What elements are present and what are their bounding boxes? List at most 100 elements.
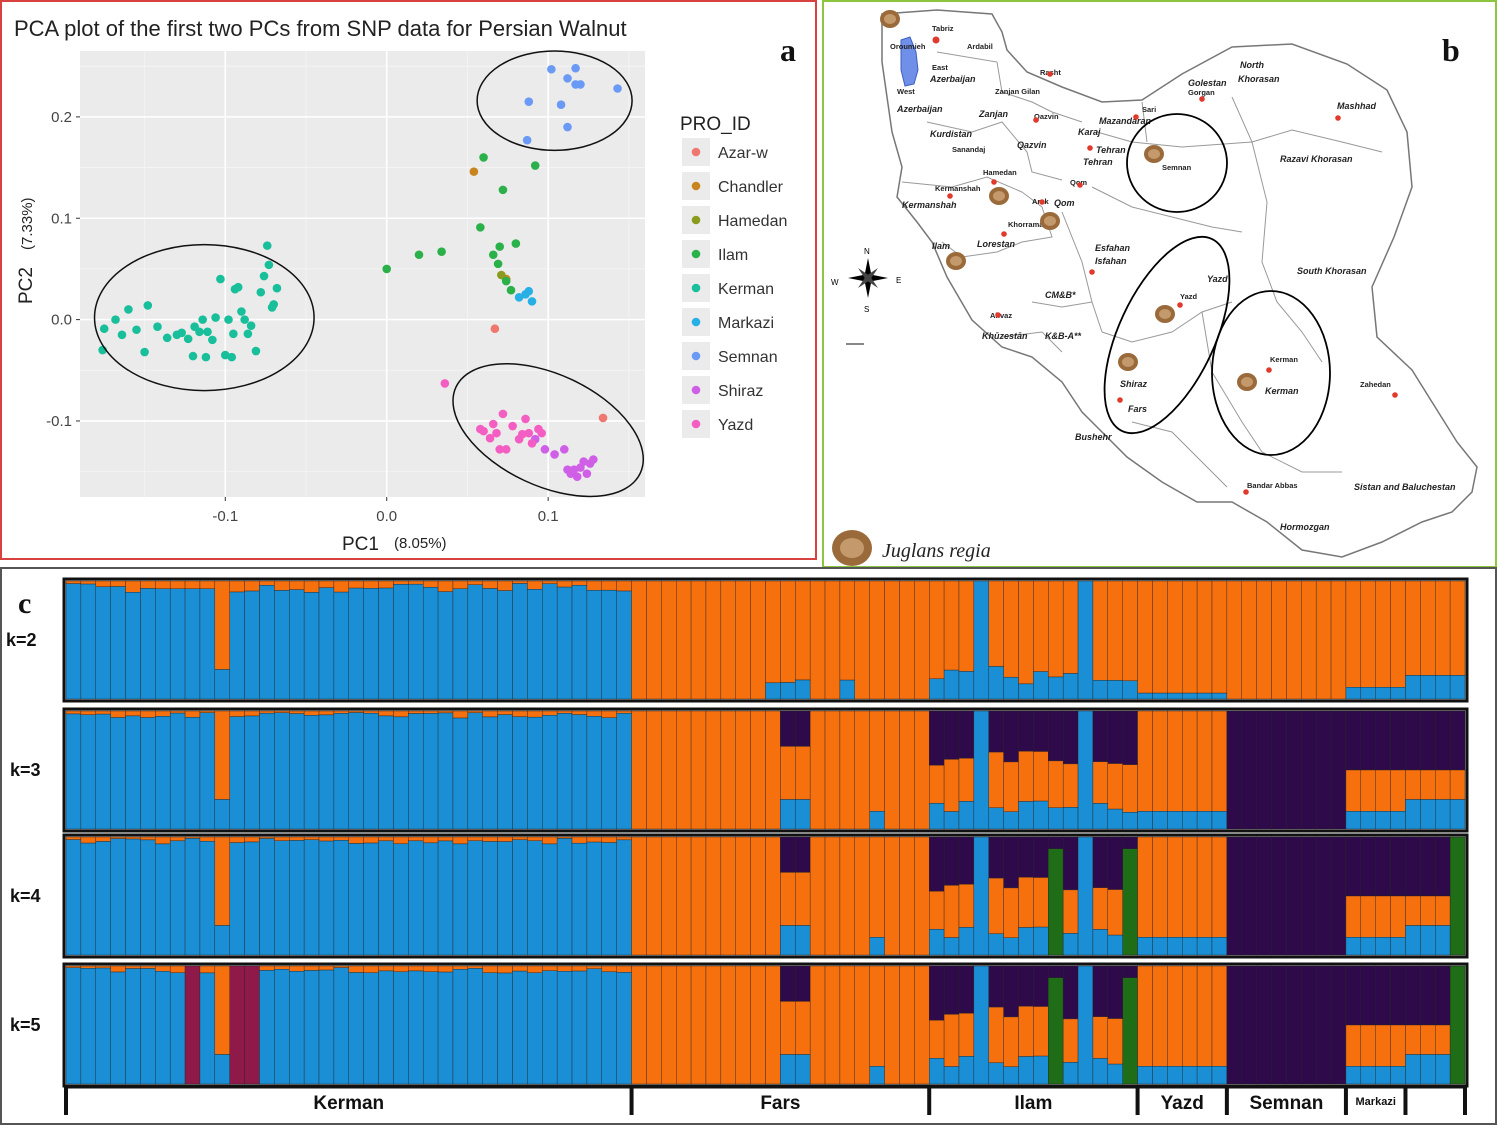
city-dot: [995, 312, 1001, 318]
admixture-bar: [973, 965, 989, 1085]
admixture-bar: [1286, 580, 1302, 700]
legend: Azar-w Chandler Hamedan Ilam Kerman Markazi Se…: [682, 138, 787, 438]
admixture-bar: [140, 968, 156, 1085]
admixture-bar: [1122, 836, 1138, 850]
city-dot: [1117, 397, 1123, 403]
admixture-bar: [765, 965, 781, 1085]
admixture-bar: [765, 682, 781, 700]
admixture-bar: [1271, 710, 1287, 830]
admixture-bar: [1360, 769, 1376, 812]
admixture-bar: [616, 972, 632, 1085]
admixture-bar: [1375, 1024, 1391, 1067]
admixture-bar: [229, 842, 245, 956]
admixture-bar: [571, 970, 588, 1085]
legend-key-semnan: [691, 351, 701, 361]
admixture-bar: [274, 580, 290, 591]
place-label: Golestan: [1188, 78, 1227, 88]
pca-point-semnan: [571, 63, 580, 73]
pca-point-kerman: [243, 329, 253, 339]
admixture-bar: [1062, 933, 1079, 956]
pca-point-yazd: [495, 445, 505, 454]
admixture-bar: [1271, 965, 1287, 1085]
admixture-bar: [556, 580, 573, 588]
admixture-bar: [110, 838, 126, 956]
admixture-bar: [705, 836, 722, 956]
panel-a-pca: PCA plot of the first two PCs from SNP d…: [0, 0, 817, 560]
admixture-bar: [95, 580, 111, 587]
admixture-bar: [125, 715, 141, 830]
admixture-bar: [244, 590, 260, 700]
admixture-bar: [1420, 580, 1436, 676]
admixture-bar: [646, 710, 662, 830]
admixture-bar: [601, 580, 617, 591]
structure-row-k3: k=3: [10, 707, 1469, 833]
admixture-bar: [1256, 836, 1272, 956]
admixture-bar: [80, 583, 96, 700]
admixture-bar: [274, 969, 290, 1085]
place-label: Shiraz: [1120, 379, 1148, 389]
admixture-bar: [988, 807, 1004, 830]
pca-point-semnan: [547, 64, 556, 74]
admixture-bar: [1107, 808, 1123, 830]
place-label: Yazd: [1180, 292, 1198, 301]
admixture-bar: [1390, 769, 1406, 812]
city-dot: [1039, 199, 1045, 205]
admixture-bar: [839, 965, 855, 1085]
admixture-bar: [125, 592, 141, 700]
admixture-bar: [1003, 887, 1019, 938]
admixture-bar: [408, 970, 424, 1085]
admixture-bar: [214, 965, 230, 1055]
admixture-bar: [452, 836, 469, 845]
admixture-bar: [1033, 926, 1049, 956]
admixture-bar: [378, 840, 394, 956]
admixture-bar: [601, 836, 617, 843]
place-label: Yazd: [1207, 274, 1228, 284]
admixture-bar: [199, 841, 216, 956]
place-label: Hormozgan: [1280, 522, 1330, 532]
admixture-bar: [1226, 710, 1242, 830]
admixture-bar: [556, 836, 573, 839]
admixture-bar: [333, 591, 349, 700]
y-tick-label: 0.2: [51, 109, 72, 126]
group-label-semnan: Semnan: [1249, 1093, 1323, 1114]
admixture-bar: [973, 580, 989, 700]
admixture-bar: [571, 580, 588, 586]
admixture-bar: [1271, 580, 1287, 700]
admixture-bar: [289, 710, 305, 714]
admixture-bar: [914, 836, 930, 956]
admixture-bar: [274, 836, 290, 841]
admixture-bar: [363, 972, 379, 1085]
y-axis-label: PC2: [16, 267, 37, 304]
place-label: Bushehr: [1075, 432, 1112, 442]
admixture-bar: [988, 1062, 1004, 1085]
admixture-bar: [542, 715, 558, 830]
admixture-bar: [184, 588, 201, 700]
legend-label-markazi: Markazi: [718, 315, 774, 332]
admixture-bar: [899, 580, 915, 700]
place-label: Mashhad: [1337, 101, 1377, 111]
admixture-bar: [1449, 580, 1466, 676]
admixture-bar: [363, 710, 379, 714]
pca-point-yazd: [498, 409, 508, 419]
admixture-bar: [110, 717, 126, 830]
admixture-bar: [1003, 811, 1019, 830]
admixture-bar: [1167, 710, 1183, 812]
admixture-bar: [155, 716, 171, 830]
admixture-bar: [333, 710, 349, 714]
admixture-bar: [527, 972, 543, 1085]
pca-point-markazi: [524, 286, 534, 296]
admixture-bar: [1062, 1062, 1079, 1085]
admixture-bar: [318, 969, 335, 1085]
pca-point-kerman: [227, 352, 237, 362]
admixture-bar: [1062, 763, 1079, 808]
admixture-bar: [214, 710, 230, 800]
pca-scatter-plot: -0.1 0.0 0.1-0.10.00.10.2 PC1 (8.05%) PC2 …: [16, 50, 787, 555]
admixture-bar: [80, 965, 96, 969]
admixture-bar: [542, 836, 558, 845]
admixture-bar: [586, 968, 602, 1085]
admixture-bar: [393, 710, 409, 718]
admixture-bar: [854, 710, 870, 830]
svg-text:S: S: [864, 305, 869, 314]
admixture-bar: [289, 580, 305, 590]
admixture-bar: [303, 965, 320, 971]
